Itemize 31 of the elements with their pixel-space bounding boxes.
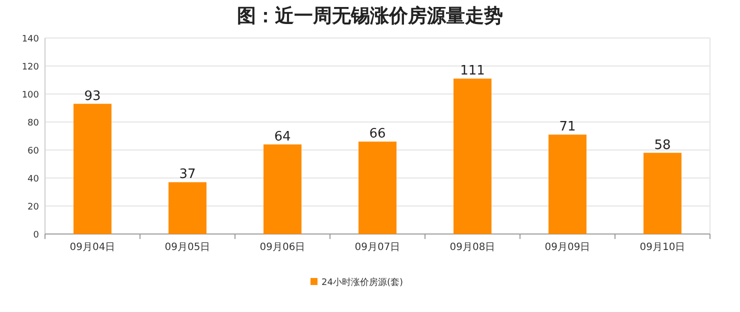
x-tick-label: 09月04日 — [70, 242, 116, 253]
x-tick-label: 09月08日 — [450, 242, 496, 253]
bar — [548, 134, 586, 234]
data-label: 58 — [654, 138, 671, 153]
data-label: 71 — [559, 120, 576, 135]
chart-title: 图：近一周无锡涨价房源量走势 — [237, 5, 503, 27]
data-label: 64 — [274, 129, 291, 144]
y-tick-label: 60 — [28, 146, 40, 156]
data-label: 93 — [84, 88, 101, 104]
bar — [358, 142, 396, 234]
data-label: 37 — [179, 167, 196, 182]
x-tick-label: 09月09日 — [544, 242, 590, 253]
x-tick-label: 09月06日 — [260, 242, 306, 253]
x-tick-label: 09月07日 — [354, 242, 400, 253]
bar — [264, 144, 302, 234]
y-tick-label: 140 — [22, 34, 40, 44]
y-tick-label: 0 — [33, 230, 40, 240]
y-tick-label: 80 — [28, 118, 40, 128]
legend-label: 24小时涨价房源(套) — [322, 277, 403, 288]
y-tick-label: 120 — [22, 62, 40, 72]
y-tick-label: 40 — [28, 174, 40, 184]
x-tick-label: 09月10日 — [640, 242, 686, 253]
bar — [74, 104, 112, 234]
data-label: 66 — [369, 126, 386, 142]
bar — [454, 78, 492, 234]
y-tick-label: 20 — [28, 202, 40, 212]
x-tick-label: 09月05日 — [164, 242, 210, 253]
bar — [168, 182, 206, 234]
bar — [644, 152, 682, 234]
y-tick-label: 100 — [22, 90, 40, 100]
data-label: 111 — [460, 64, 485, 79]
